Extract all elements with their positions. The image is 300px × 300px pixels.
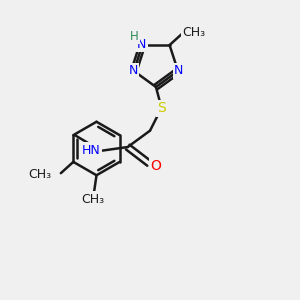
Text: CH₃: CH₃ [182, 26, 205, 39]
Text: S: S [157, 101, 166, 116]
Text: N: N [129, 64, 138, 77]
Text: N: N [174, 64, 183, 77]
Text: O: O [150, 159, 161, 173]
Text: H: H [130, 30, 138, 43]
Text: N: N [137, 38, 146, 51]
Text: CH₃: CH₃ [81, 193, 104, 206]
Text: HN: HN [82, 143, 101, 157]
Text: CH₃: CH₃ [28, 168, 51, 181]
